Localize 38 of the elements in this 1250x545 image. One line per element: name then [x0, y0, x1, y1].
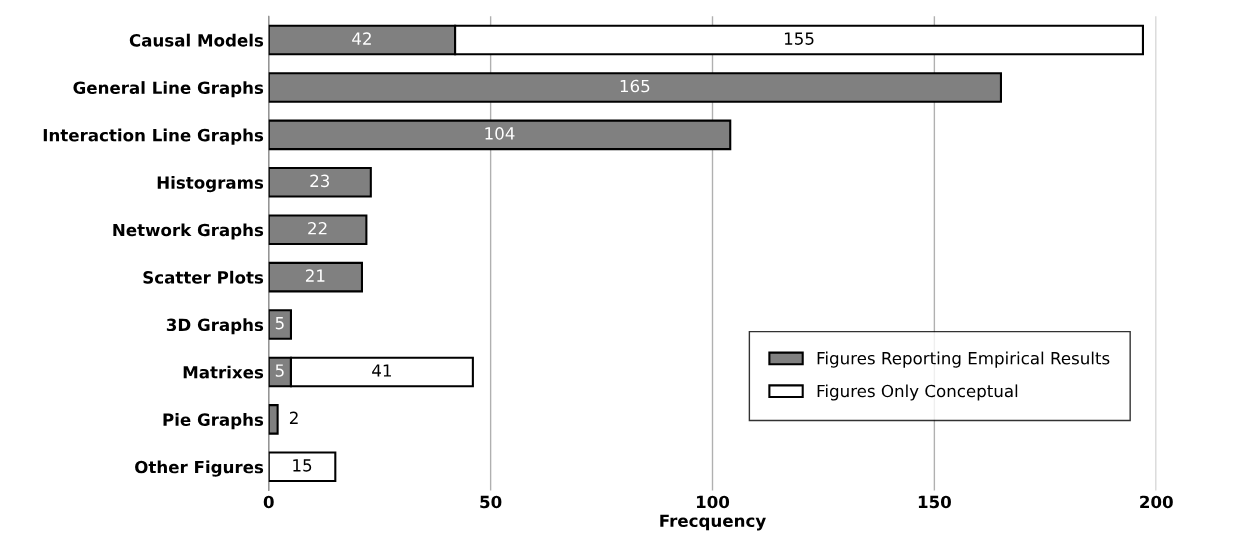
y-tick-label: Causal Models	[129, 33, 264, 47]
legend-label: Figures Only Conceptual	[817, 384, 1018, 401]
y-tick-label: Scatter Plots	[143, 270, 264, 284]
y-tick-label: Network Graphs	[113, 223, 264, 240]
y-tick-label: Histograms	[157, 175, 264, 193]
y-tick-label: 3D Graphs	[166, 318, 264, 335]
y-tick-label: Interaction Line Graphs	[43, 128, 264, 145]
bar	[268, 72, 1002, 103]
x-tick-label: 200	[1140, 495, 1173, 509]
data-label: 23	[310, 174, 330, 188]
y-tick-label: Pie Graphs	[163, 413, 264, 430]
bar	[268, 167, 372, 198]
data-label: 5	[275, 364, 284, 377]
y-tick-label: General Line Graphs	[73, 81, 264, 98]
data-label: 41	[372, 364, 391, 377]
x-tick-label: 150	[918, 495, 951, 509]
bar	[268, 451, 337, 483]
data-label: 22	[308, 221, 327, 235]
data-label: 165	[620, 79, 650, 93]
data-label: 104	[485, 127, 515, 140]
bar	[268, 404, 279, 435]
y-tick-label: Other Figures	[135, 460, 264, 477]
legend-label: Figures Reporting Empirical Results	[817, 351, 1110, 368]
data-label: 21	[305, 269, 325, 282]
bar	[268, 119, 732, 151]
data-label: 15	[293, 459, 312, 472]
data-label: 5	[275, 317, 284, 330]
x-axis-title: Frecquency	[660, 514, 766, 531]
bar	[268, 261, 363, 293]
bar	[268, 214, 368, 245]
x-tick-label: 100	[696, 495, 730, 509]
x-tick-label: 50	[480, 495, 502, 509]
y-tick-label: Matrixes	[183, 365, 264, 379]
data-label: 155	[784, 32, 814, 45]
bar	[268, 309, 292, 340]
data-label: 2	[289, 411, 298, 424]
x-tick-label: 0	[263, 495, 274, 509]
data-label: 42	[352, 32, 371, 45]
